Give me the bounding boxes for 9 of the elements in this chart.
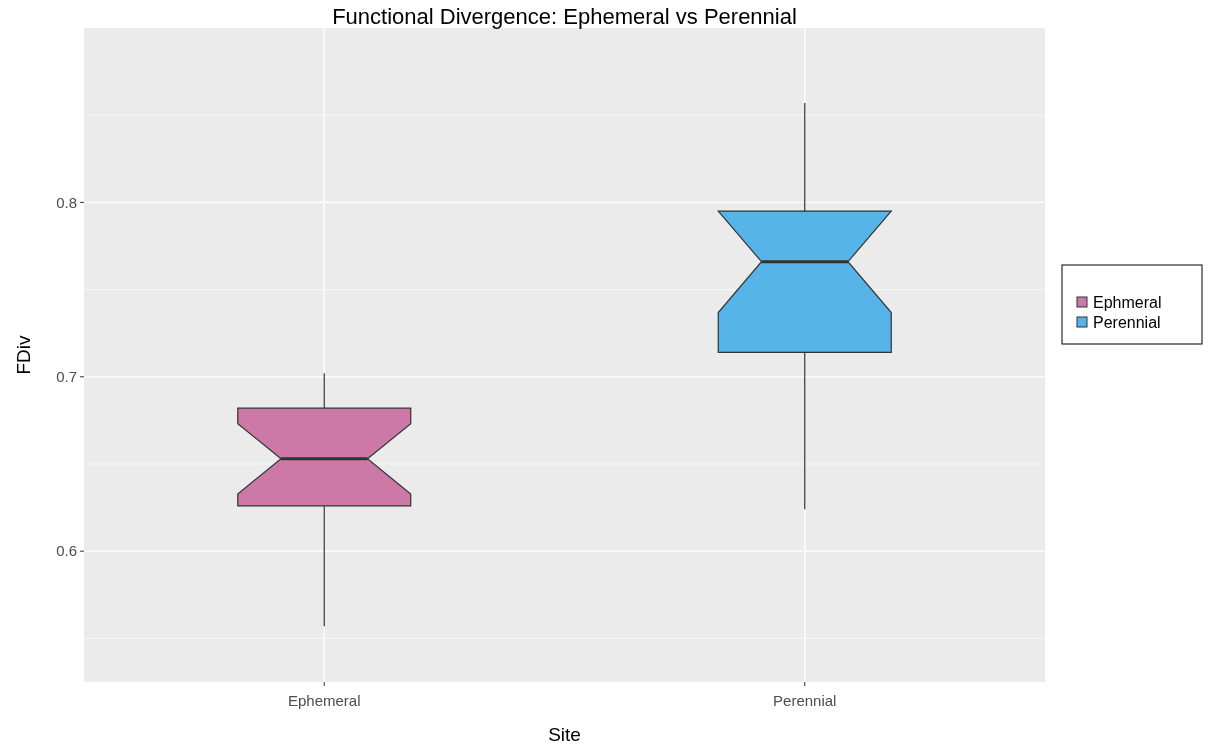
x-axis-title: Site <box>548 724 581 745</box>
y-axis-title: FDiv <box>13 334 34 375</box>
chart-title: Functional Divergence: Ephemeral vs Perennial <box>332 4 797 29</box>
legend-label: Perennial <box>1093 313 1161 331</box>
y-tick-label: 0.6 <box>56 542 77 560</box>
y-tick-label: 0.8 <box>56 193 77 211</box>
y-tick-label: 0.7 <box>56 368 77 386</box>
x-tick-label: Ephemeral <box>287 692 361 709</box>
legend-label: Ephmeral <box>1093 293 1162 311</box>
